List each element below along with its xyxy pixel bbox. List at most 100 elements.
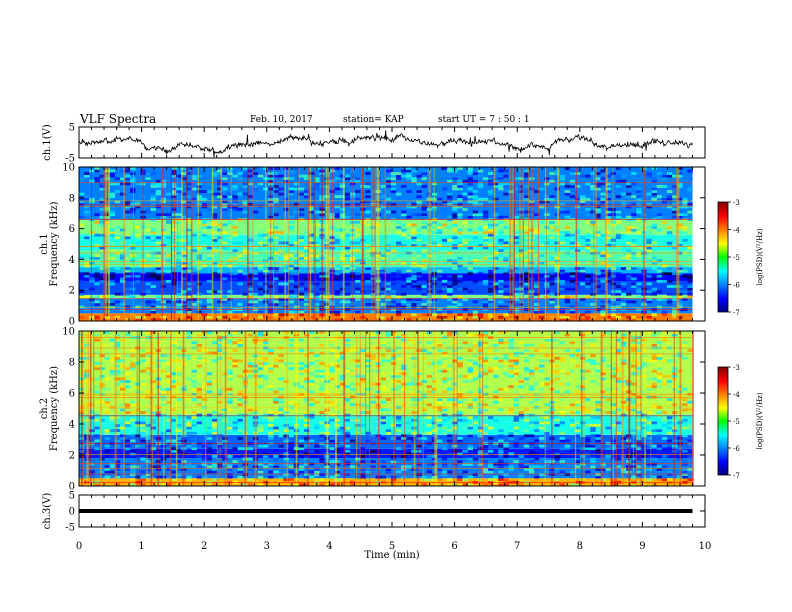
speckle (595, 400, 601, 404)
speckle (278, 249, 284, 252)
speckle (493, 385, 499, 389)
speckle (447, 416, 453, 420)
speckle (487, 449, 494, 453)
speckle (309, 439, 315, 443)
impulse-streak (361, 167, 364, 321)
speckle (196, 390, 202, 394)
speckle (196, 172, 202, 175)
speckle (252, 167, 259, 170)
speckle (574, 460, 581, 464)
speckle (263, 338, 269, 342)
speckle (211, 411, 218, 414)
speckle (125, 182, 131, 186)
speckle (176, 205, 182, 209)
speckle (539, 205, 545, 209)
speckle (406, 167, 412, 170)
speckle (145, 447, 151, 451)
speckle (503, 341, 509, 345)
speckle (518, 292, 525, 296)
speckle (477, 473, 484, 476)
speckle (165, 387, 172, 391)
speckle (191, 187, 197, 191)
speckle (447, 249, 453, 252)
speckle (569, 184, 576, 188)
speckle (401, 174, 407, 178)
speckle (263, 460, 269, 464)
speckle (452, 244, 458, 247)
speckle (176, 382, 182, 386)
speckle (585, 174, 591, 178)
speckle (390, 190, 397, 193)
speckle (237, 351, 243, 355)
speckle (145, 210, 151, 214)
speckle (559, 177, 565, 181)
speckle (288, 338, 295, 342)
speckle (89, 231, 95, 235)
speckle (334, 228, 341, 232)
speckle (263, 341, 269, 345)
speckle (436, 197, 443, 201)
speckle (355, 462, 361, 466)
speckle (303, 195, 310, 199)
speckle (257, 424, 264, 427)
speckle (303, 424, 310, 427)
speckle (569, 246, 576, 250)
speckle (211, 249, 218, 252)
speckle (247, 274, 254, 278)
speckle (329, 400, 335, 404)
speckle (339, 259, 346, 263)
speckle (160, 213, 167, 217)
speckle (293, 267, 300, 270)
speckle (268, 436, 274, 440)
speckle (206, 236, 213, 240)
speckle (615, 290, 622, 294)
speckle (114, 421, 121, 425)
speckle (482, 372, 489, 376)
speckle (309, 413, 315, 417)
speckle (636, 197, 642, 201)
speckle (421, 313, 427, 317)
speckle (585, 436, 591, 440)
speckle (585, 424, 591, 427)
speckle (426, 424, 433, 427)
speckle (559, 382, 565, 386)
speckle (344, 220, 351, 224)
speckle (344, 197, 351, 201)
speckle (176, 460, 182, 464)
speckle (283, 429, 289, 433)
speckle (467, 215, 473, 219)
speckle (227, 356, 233, 360)
speckle (513, 254, 519, 258)
speckle (452, 418, 458, 422)
speckle (554, 390, 560, 394)
speckle (605, 272, 611, 276)
speckle (421, 436, 427, 440)
speckle (298, 287, 305, 291)
speckle (533, 380, 540, 383)
speckle (247, 174, 254, 178)
speckle (447, 184, 453, 188)
speckle (303, 249, 310, 252)
speckle (600, 177, 606, 181)
speckle (585, 439, 591, 443)
speckle (298, 261, 305, 265)
speckle (661, 200, 668, 204)
speckle (411, 261, 417, 265)
speckle (109, 249, 116, 252)
speckle (487, 416, 494, 420)
speckle (406, 303, 412, 306)
speckle (150, 310, 156, 314)
speckle (385, 372, 392, 376)
speckle (309, 241, 315, 245)
speckle (626, 259, 632, 263)
speckle (487, 200, 494, 204)
speckle (447, 398, 453, 402)
speckle (380, 236, 387, 240)
speckle (395, 356, 402, 360)
speckle (482, 213, 489, 217)
speckle (585, 277, 591, 281)
speckle (595, 416, 601, 420)
speckle (145, 351, 151, 355)
speckle (176, 213, 182, 217)
speckle (247, 292, 254, 296)
